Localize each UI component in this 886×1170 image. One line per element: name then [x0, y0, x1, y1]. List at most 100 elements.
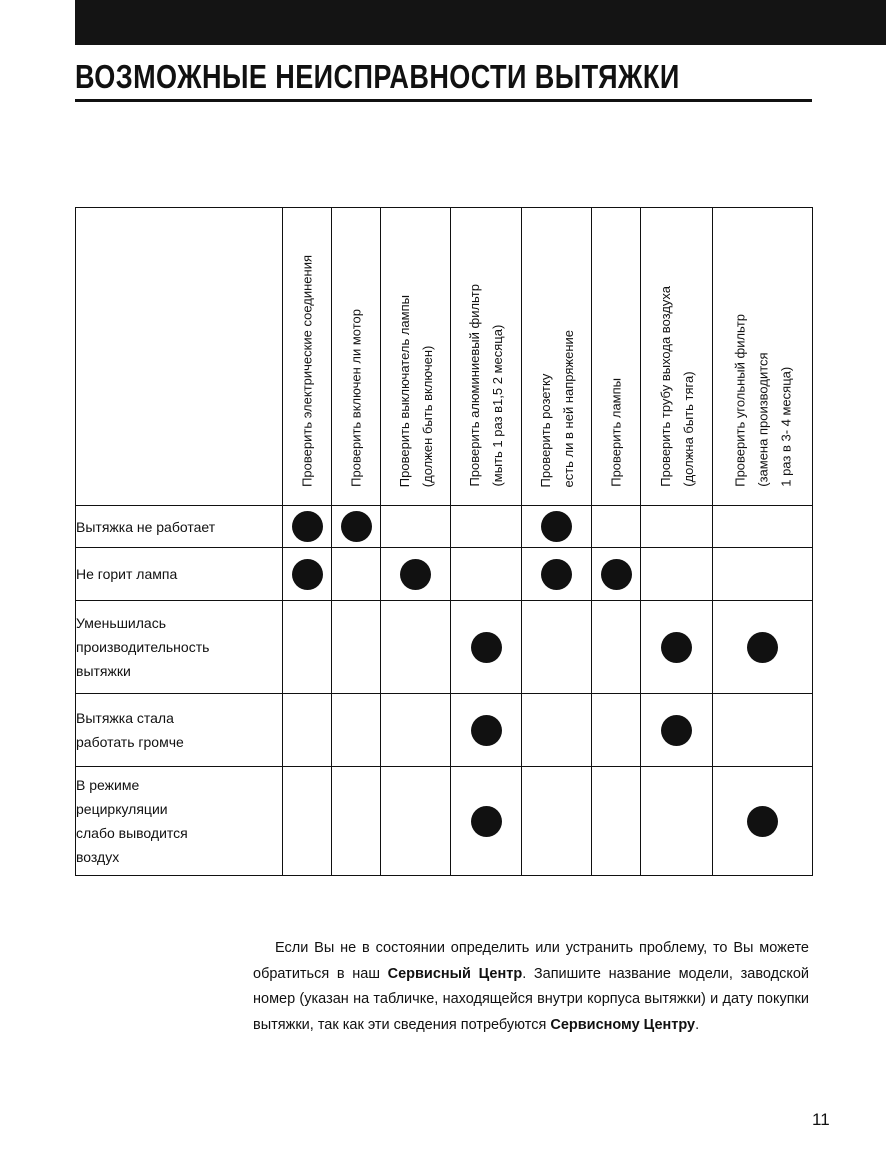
- check-dot: [470, 714, 502, 746]
- check-cell: [591, 600, 641, 694]
- check-cell: [591, 505, 641, 548]
- header-line: Проверить включен ли мотор: [348, 309, 364, 487]
- table-row: Уменьшилась производительность вытяжки: [75, 600, 813, 694]
- corner-cell: [75, 207, 283, 506]
- column-header: Проверить электрические соединения: [282, 207, 332, 506]
- check-cell: [521, 693, 592, 767]
- check-cell: [380, 600, 451, 694]
- check-cell: [640, 505, 713, 548]
- row-label: Вытяжка стала работать громче: [75, 693, 283, 767]
- vertical-text: Проверить выключатель лампы (должен быть …: [393, 295, 439, 487]
- check-cell: [521, 766, 592, 876]
- check-cell: [282, 600, 332, 694]
- header-line: Проверить угольный фильтр: [732, 314, 747, 487]
- check-cell: [380, 766, 451, 876]
- label-line: Вытяжка стала: [76, 710, 174, 726]
- check-dot: [470, 805, 502, 837]
- label-line: слабо выводится: [76, 825, 188, 841]
- check-dot: [747, 631, 778, 663]
- header-line: (должен быть включен): [419, 345, 435, 487]
- check-cell: [640, 600, 713, 694]
- table-row: Вытяжка стала работать громче: [75, 693, 813, 767]
- header-line: Проверить электрические соединения: [299, 255, 315, 487]
- check-cell: [521, 600, 592, 694]
- check-cell: [450, 766, 522, 876]
- check-cell: [640, 547, 713, 601]
- label-line: работать громче: [76, 734, 184, 750]
- check-cell: [282, 505, 332, 548]
- vertical-text: Проверить включен ли мотор: [345, 309, 368, 487]
- header-line: Проверить трубу выхода воздуха: [657, 286, 673, 487]
- table-row: Вытяжка не работает: [75, 505, 813, 548]
- check-dot: [340, 511, 372, 542]
- note-text: Если Вы не в состоянии определить или ус…: [253, 940, 809, 982]
- label-line: рециркуляции: [76, 801, 168, 817]
- check-cell: [521, 547, 592, 601]
- check-cell: [380, 693, 451, 767]
- column-header: Проверить выключатель лампы (должен быть …: [380, 207, 451, 506]
- check-cell: [591, 693, 641, 767]
- note-text: . Запишите название модели, заводской но…: [253, 965, 809, 1033]
- vertical-text: Проверить угольный фильтр (замена произво…: [728, 314, 797, 487]
- check-dot: [661, 714, 692, 746]
- title-rule: [75, 99, 812, 102]
- header-line: Проверить выключатель лампы: [396, 294, 412, 487]
- check-cell: [640, 693, 713, 767]
- header-line: (должна быть тяга): [680, 371, 696, 487]
- check-dot: [541, 558, 572, 590]
- check-cell: [450, 547, 522, 601]
- header-row: Проверить электрические соединения Провер…: [75, 207, 813, 506]
- row-label: Уменьшилась производительность вытяжки: [75, 600, 283, 694]
- page-title: ВОЗМОЖНЫЕ НЕИСПРАВНОСТИ ВЫТЯЖКИ: [75, 58, 680, 95]
- check-cell: [712, 693, 813, 767]
- check-cell: [712, 547, 813, 601]
- table-row: Не горит лампа: [75, 547, 813, 601]
- check-dot: [400, 558, 431, 590]
- check-cell: [380, 505, 451, 548]
- check-cell: [380, 547, 451, 601]
- note-text: Сервисному Центру: [550, 1016, 696, 1033]
- check-dot: [661, 631, 692, 663]
- label-line: воздух: [76, 849, 120, 865]
- check-cell: [282, 547, 332, 601]
- column-header: Проверить включен ли мотор: [331, 207, 381, 506]
- table-row: В режиме рециркуляции слабо выводится возду…: [75, 766, 813, 876]
- header-line: Проверить алюминиевый фильтр: [467, 284, 482, 487]
- check-cell: [712, 505, 813, 548]
- check-cell: [712, 600, 813, 694]
- check-dot: [747, 805, 778, 837]
- check-dot: [600, 558, 632, 590]
- check-cell: [521, 505, 592, 548]
- column-header: Проверить трубу выхода воздуха (должна бы…: [640, 207, 713, 506]
- row-label: Не горит лампа: [75, 547, 283, 601]
- check-cell: [591, 547, 641, 601]
- column-header: Проверить угольный фильтр (замена произво…: [712, 207, 813, 506]
- check-cell: [331, 693, 381, 767]
- header-line: Проверить лампы: [608, 378, 624, 487]
- row-label: В режиме рециркуляции слабо выводится возду…: [75, 766, 283, 876]
- troubleshoot-table: Проверить электрические соединения Провер…: [75, 207, 813, 876]
- check-dot: [291, 511, 323, 542]
- header-bar: [75, 0, 886, 45]
- column-header: Проверить алюминиевый фильтр (мыть 1 раз …: [450, 207, 522, 506]
- vertical-text: Проверить розетку есть ли в ней напряжени…: [534, 330, 580, 488]
- check-cell: [450, 693, 522, 767]
- vertical-text: Проверить лампы: [605, 378, 628, 487]
- check-cell: [282, 766, 332, 876]
- note-text: .: [695, 1016, 700, 1033]
- label-line: Уменьшилась: [76, 615, 167, 631]
- label-line: производительность: [76, 639, 210, 655]
- column-header: Проверить лампы: [591, 207, 641, 506]
- vertical-text: Проверить электрические соединения: [296, 255, 319, 487]
- check-cell: [331, 766, 381, 876]
- check-cell: [640, 766, 713, 876]
- column-header: Проверить розетку есть ли в ней напряжени…: [521, 207, 592, 506]
- vertical-text: Проверить алюминиевый фильтр (мыть 1 раз …: [463, 284, 509, 487]
- header-line: (замена производится: [755, 352, 770, 487]
- vertical-text: Проверить трубу выхода воздуха (должна бы…: [654, 286, 700, 487]
- check-dot: [291, 558, 323, 590]
- label-line: В режиме: [76, 777, 140, 793]
- check-cell: [331, 505, 381, 548]
- header-line: (мыть 1 раз в1,5 2 месяца): [490, 325, 505, 487]
